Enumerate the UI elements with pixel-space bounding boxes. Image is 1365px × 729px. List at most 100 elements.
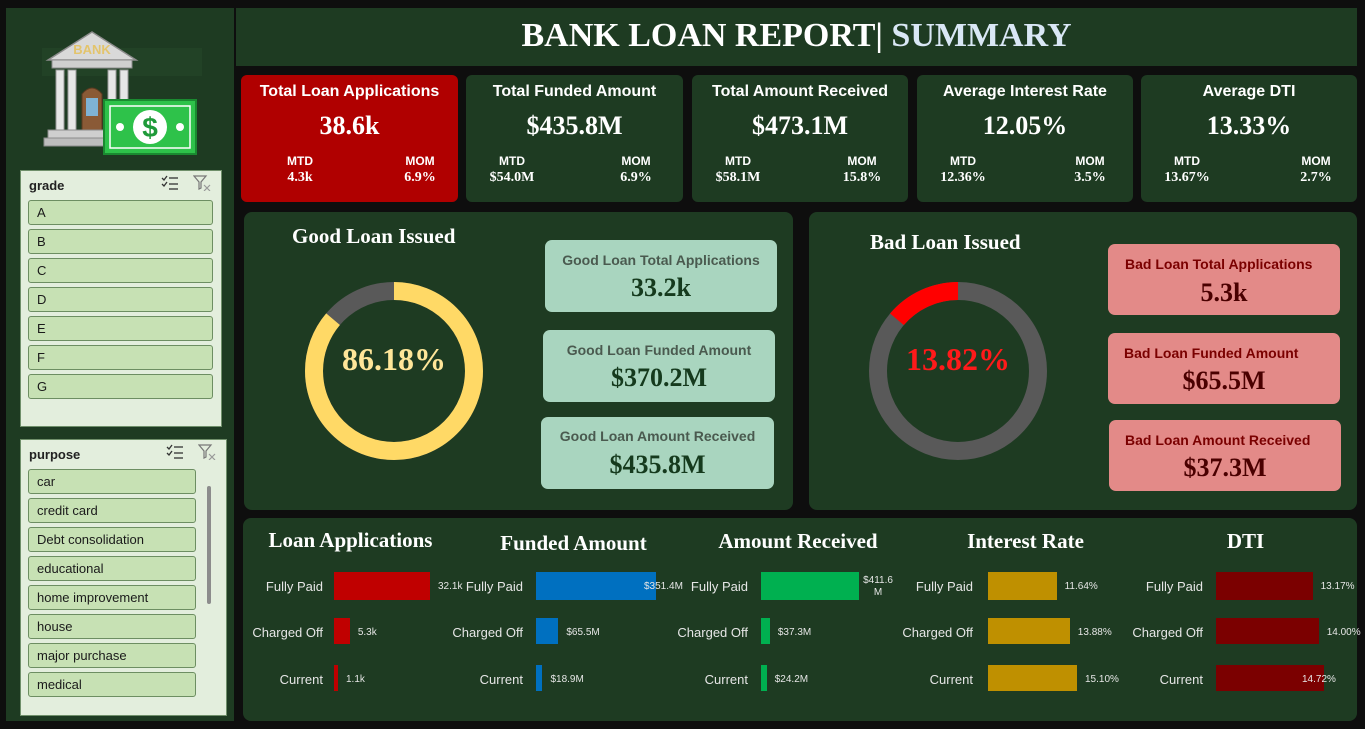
kpi-value: 12.05%: [982, 111, 1068, 140]
good-loan-received-label: Good Loan Amount Received: [559, 428, 756, 444]
multi-select-icon[interactable]: [161, 175, 179, 191]
bar-category-label: Current: [704, 672, 748, 687]
kpi-mtd: MTD $58.1M: [710, 154, 766, 186]
good-loan-applications-card: Good Loan Total Applications 33.2k: [545, 240, 777, 312]
purpose-slicer-item[interactable]: car: [28, 469, 196, 494]
kpi-mtd: MTD $54.0M: [484, 154, 540, 186]
kpi-mtd: MTD 4.3k: [272, 154, 328, 186]
funded-amount-bar: [536, 618, 559, 644]
purpose-slicer-scrollbar[interactable]: [207, 486, 211, 604]
purpose-slicer-item[interactable]: educational: [28, 556, 196, 581]
bad-loan-funded-label: Bad Loan Funded Amount: [1124, 345, 1299, 361]
bar-category-label: Charged Off: [452, 625, 523, 640]
clear-filter-icon[interactable]: [198, 444, 216, 460]
funded-amount-chart-title: Funded Amount: [500, 531, 647, 555]
good-loan-percent: 86.18%: [342, 341, 446, 377]
bad-loan-funded-card: Bad Loan Funded Amount $65.5M: [1108, 333, 1340, 404]
amount-received-bar: [761, 618, 770, 644]
kpi-mom: MOM 6.9%: [608, 154, 664, 186]
interest-rate-bar: [988, 572, 1057, 600]
bad-loan-percent: 13.82%: [906, 341, 1010, 377]
purpose-slicer-item[interactable]: credit card: [28, 498, 196, 523]
kpi-mtd-value: 13.67%: [1164, 170, 1210, 185]
good-loan-applications-value: 33.2k: [631, 273, 691, 302]
bar-category-label: Fully Paid: [465, 579, 523, 594]
clear-filter-icon[interactable]: [193, 175, 211, 191]
bar-value-label: 13.17%: [1320, 581, 1355, 592]
grade-slicer-item[interactable]: C: [28, 258, 213, 283]
bar-value-label: 13.88%: [1077, 627, 1112, 638]
good-loan-panel: Good Loan Issued 86.18% Good Loan Total …: [244, 212, 793, 510]
purpose-slicer-item[interactable]: Debt consolidation: [28, 527, 196, 552]
kpi-value: 13.33%: [1206, 111, 1292, 140]
good-loan-funded-card: Good Loan Funded Amount $370.2M: [543, 330, 775, 402]
bad-loan-panel: Bad Loan Issued 13.82% Bad Loan Total Ap…: [809, 212, 1357, 510]
loan-status-panel: Loan Applications Fully Paid 32.1k Charged …: [243, 518, 1361, 721]
funded-amount-bar: [536, 665, 543, 691]
amount-received-chart-title: Amount Received: [718, 529, 878, 553]
kpi-mom-value: 6.9%: [404, 170, 436, 185]
bar-value-label: 14.00%: [1326, 627, 1361, 638]
bar-value-label: 11.64%: [1064, 581, 1098, 592]
grade-slicer-item[interactable]: A: [28, 200, 213, 225]
amount-received-bar: [761, 665, 767, 691]
dti-bar: [1216, 665, 1324, 691]
grade-slicer-item[interactable]: F: [28, 345, 213, 370]
kpi-mtd-label: MTD: [287, 154, 313, 168]
kpi-mtd-value: 12.36%: [940, 170, 986, 185]
amount-received-bar: [761, 572, 859, 600]
kpi-mom: MOM 3.5%: [1062, 154, 1118, 186]
page-title-main: BANK LOAN REPORT|: [521, 17, 883, 54]
grade-slicer-item[interactable]: B: [28, 229, 213, 254]
purpose-slicer-title: purpose: [29, 447, 81, 462]
interest-rate-bar: [988, 665, 1077, 691]
bar-category-label: Fully Paid: [915, 579, 973, 594]
bar-category-label: Current: [479, 672, 523, 687]
bar-category-label: Charged Off: [252, 625, 323, 640]
kpi-mtd: MTD 12.36%: [935, 154, 991, 186]
kpi-mom-value: 3.5%: [1074, 170, 1106, 185]
purpose-slicer-item[interactable]: home improvement: [28, 585, 196, 610]
bad-loan-donut: [869, 282, 1047, 460]
kpi-label: Average DTI: [1202, 83, 1296, 100]
kpi-mom-label: MOM: [405, 154, 435, 168]
kpi-mtd-value: $58.1M: [715, 170, 761, 185]
bad-loan-applications-card: Bad Loan Total Applications 5.3k: [1108, 244, 1340, 315]
dti-chart-title: DTI: [1226, 529, 1265, 553]
bad-loan-received-value: $37.3M: [1183, 453, 1267, 482]
bar-value-label: 5.3k: [357, 627, 377, 638]
purpose-slicer-item[interactable]: medical: [28, 672, 196, 697]
grade-slicer-item[interactable]: G: [28, 374, 213, 399]
bad-loan-applications-label: Bad Loan Total Applications: [1125, 256, 1313, 272]
bad-loan-funded-value: $65.5M: [1182, 366, 1266, 395]
multi-select-icon[interactable]: [166, 444, 184, 460]
average-dti-kpi-card: Average DTI 13.33% MTD 13.67% MOM 2.7%: [1141, 75, 1357, 202]
bad-loan-received-label: Bad Loan Amount Received: [1125, 432, 1311, 448]
interest-rate-chart-title: Interest Rate: [967, 529, 1084, 553]
kpi-label: Total Funded Amount: [492, 83, 657, 100]
bar-value-label: 14.72%: [1302, 674, 1336, 685]
purpose-slicer: purpose car credit card Debt consolidation…: [20, 439, 227, 716]
grade-slicer-item[interactable]: E: [28, 316, 213, 341]
kpi-mom: MOM 6.9%: [392, 154, 448, 186]
kpi-mom-label: MOM: [1075, 154, 1105, 168]
bar-category-label: Current: [279, 672, 323, 687]
bar-value-label: $18.9M: [550, 674, 584, 685]
purpose-slicer-item[interactable]: major purchase: [28, 643, 196, 668]
kpi-mom-label: MOM: [847, 154, 877, 168]
page-title: BANK LOAN REPORT| SUMMARY: [236, 17, 1357, 55]
grade-slicer-item[interactable]: D: [28, 287, 213, 312]
kpi-mtd-label: MTD: [725, 154, 751, 168]
dti-bar: [1216, 618, 1319, 644]
kpi-value: $435.8M: [526, 111, 623, 140]
bar-value-label: 1.1k: [346, 674, 365, 685]
kpi-mom: MOM 15.8%: [834, 154, 890, 186]
interest-rate-bar: [988, 618, 1070, 644]
kpi-mom-value: 15.8%: [842, 170, 882, 185]
purpose-slicer-item[interactable]: house: [28, 614, 196, 639]
kpi-mom: MOM 2.7%: [1288, 154, 1344, 186]
bar-category-label: Fully Paid: [690, 579, 748, 594]
total-funded-amount-kpi-card: Total Funded Amount $435.8M MTD $54.0M MOM 6.…: [466, 75, 683, 202]
kpi-value: 38.6k: [319, 111, 380, 140]
